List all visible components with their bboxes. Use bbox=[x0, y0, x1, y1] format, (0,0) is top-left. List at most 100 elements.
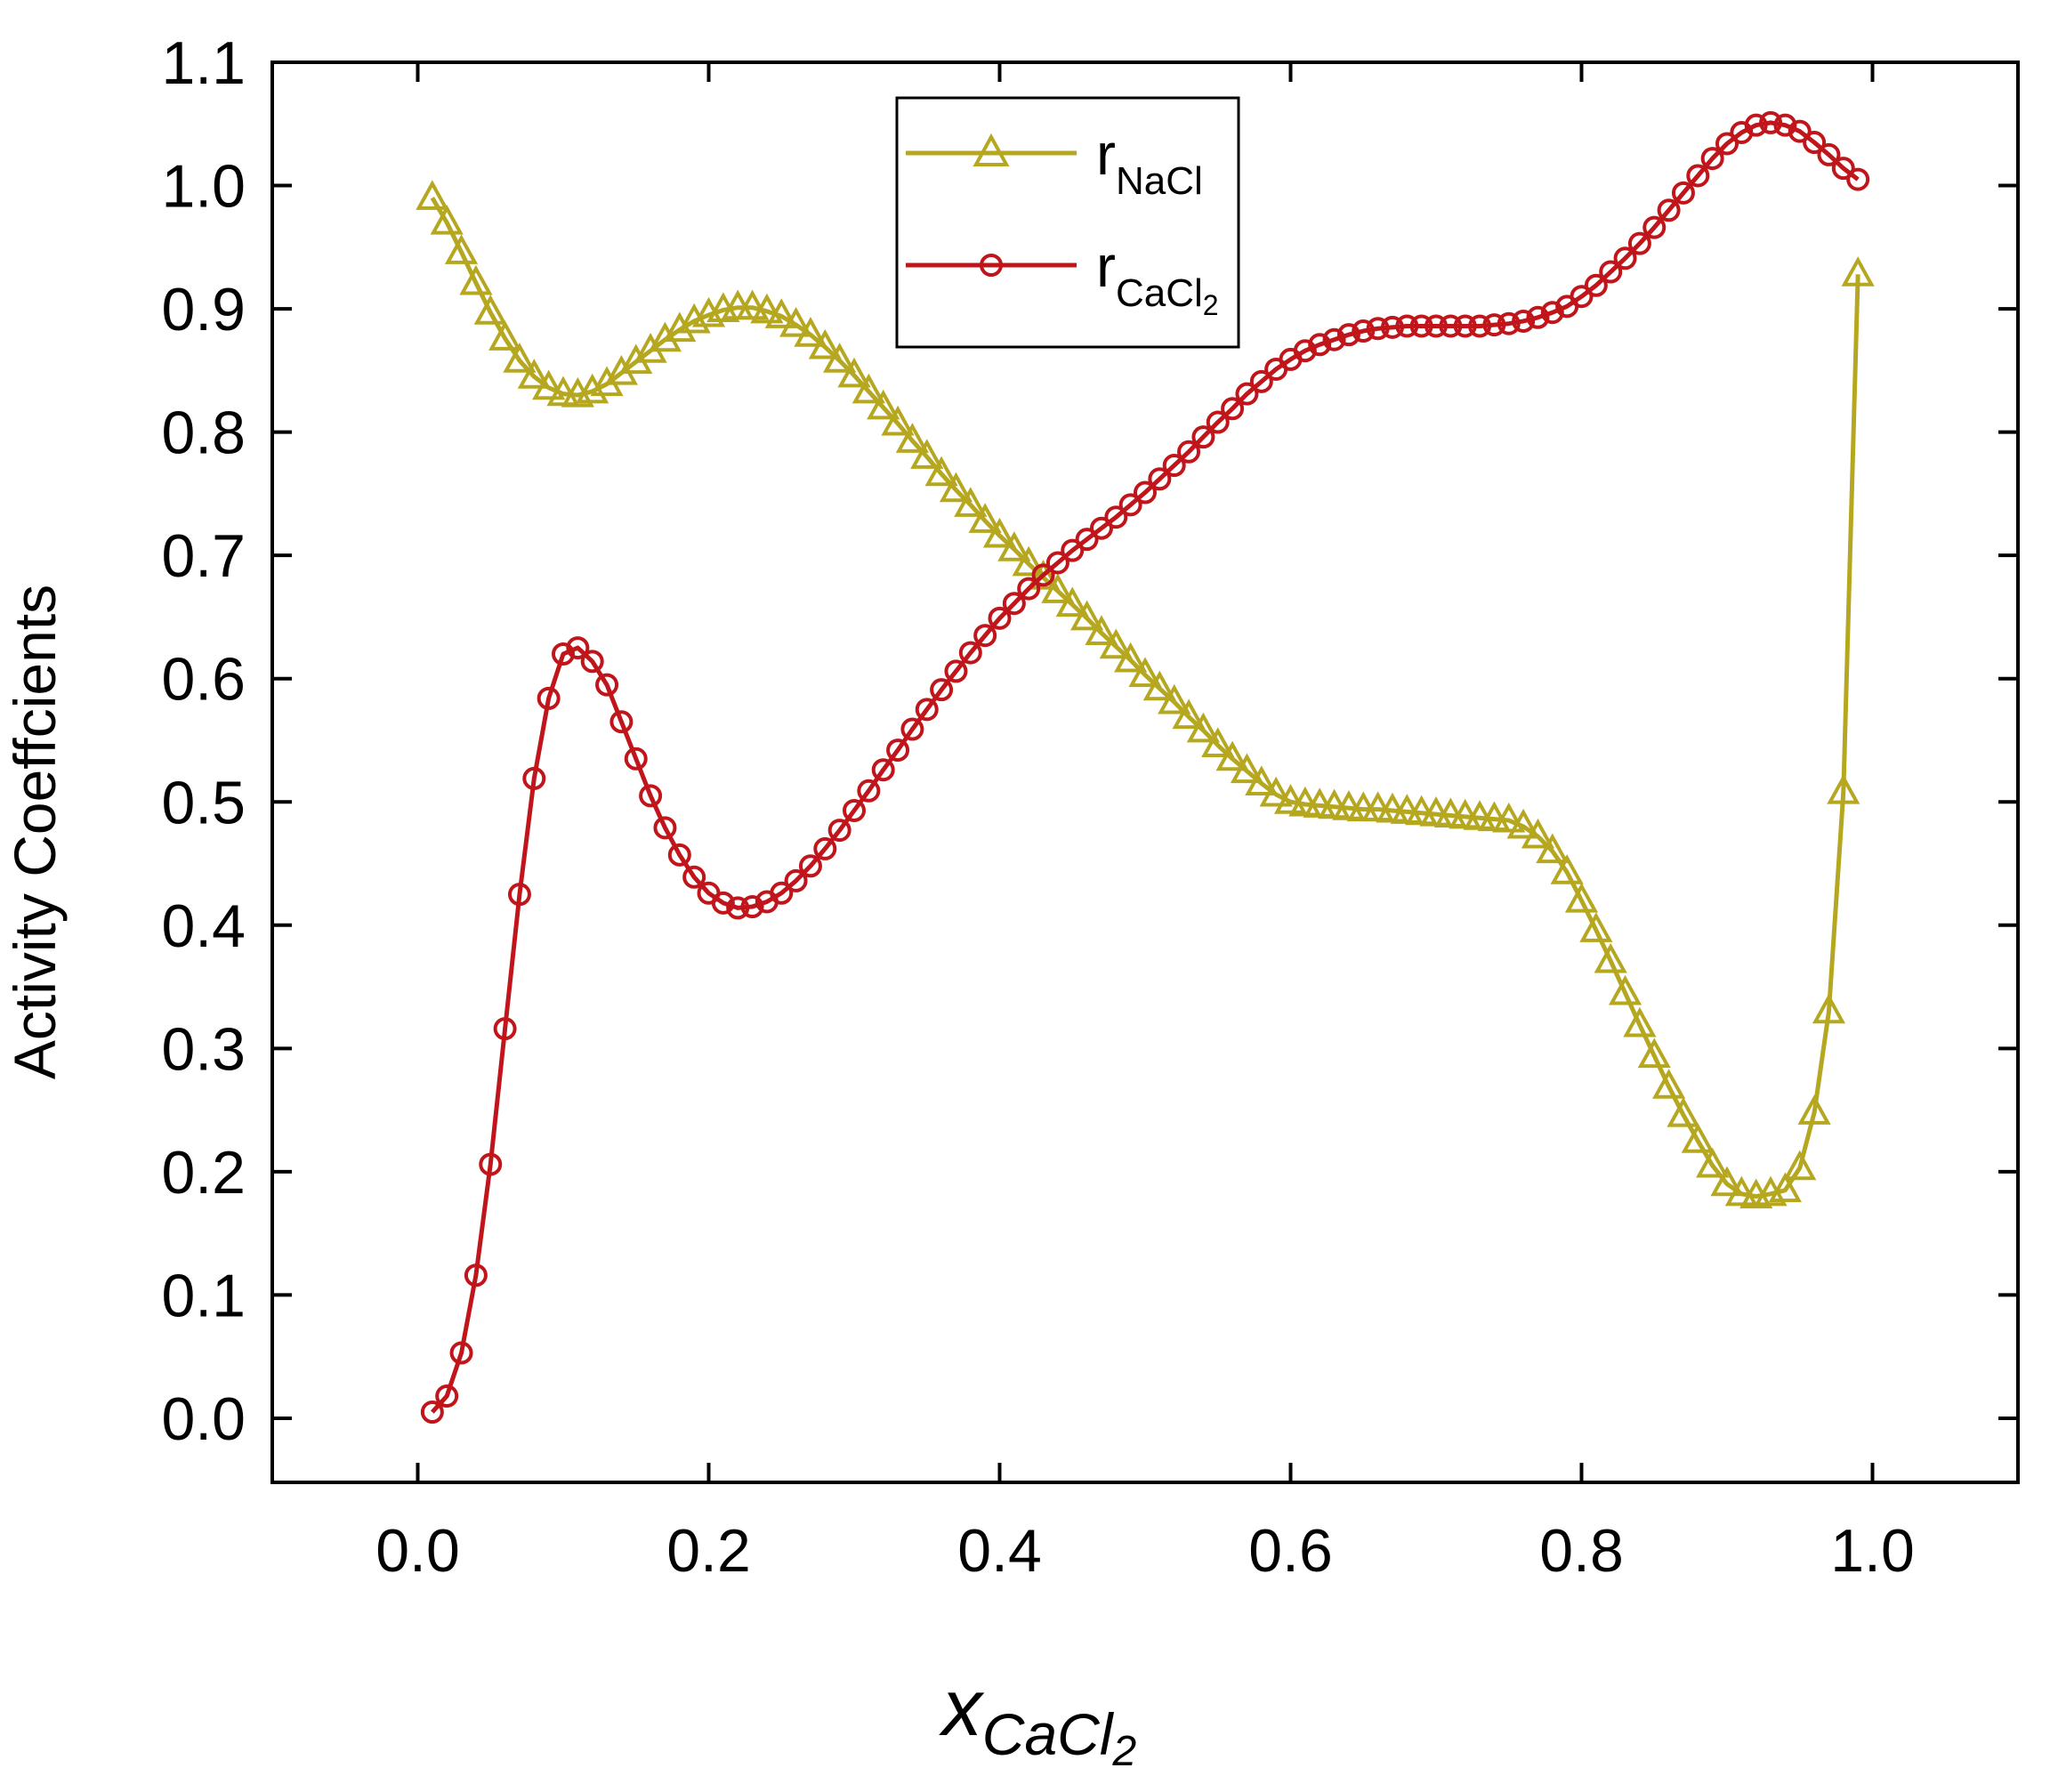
data-point bbox=[1724, 1175, 1758, 1207]
data-point bbox=[1186, 712, 1220, 743]
data-point bbox=[1803, 131, 1827, 155]
data-point bbox=[449, 1341, 473, 1365]
data-point bbox=[430, 204, 464, 235]
legend-marker-cacl2 bbox=[980, 254, 1003, 277]
data-point bbox=[968, 503, 1002, 533]
data-point bbox=[639, 784, 663, 808]
data-point bbox=[677, 303, 711, 334]
legend-box bbox=[895, 96, 1240, 349]
legend-label-nacl: rNaCl bbox=[1096, 121, 1203, 203]
data-point bbox=[493, 1017, 517, 1041]
data-point bbox=[522, 766, 546, 790]
data-point bbox=[1012, 545, 1045, 577]
data-point bbox=[1026, 559, 1061, 590]
data-point bbox=[1700, 147, 1724, 171]
data-point bbox=[1536, 833, 1570, 864]
data-point bbox=[813, 836, 837, 860]
data-point bbox=[794, 317, 827, 347]
data-point bbox=[1715, 132, 1739, 156]
data-point bbox=[503, 343, 537, 373]
y-tick-label: 0.4 bbox=[161, 892, 246, 960]
data-point bbox=[1322, 327, 1346, 351]
data-point bbox=[939, 472, 973, 503]
data-point bbox=[1570, 285, 1594, 309]
data-point bbox=[1482, 313, 1506, 337]
data-point bbox=[1118, 493, 1142, 517]
data-point bbox=[648, 321, 682, 352]
data-point bbox=[1768, 1172, 1802, 1203]
data-point bbox=[1045, 551, 1069, 575]
data-point bbox=[473, 295, 507, 325]
data-point bbox=[1841, 256, 1875, 287]
data-point bbox=[420, 1401, 444, 1425]
data-point bbox=[1594, 942, 1627, 973]
data-point bbox=[982, 517, 1017, 548]
legend-label-cacl2-main: r bbox=[1096, 233, 1116, 299]
data-point bbox=[1506, 808, 1540, 839]
data-point bbox=[1579, 912, 1613, 942]
data-point bbox=[924, 456, 958, 487]
data-point bbox=[910, 439, 944, 469]
data-point bbox=[459, 264, 493, 295]
data-point bbox=[1017, 577, 1041, 601]
series-cacl2 bbox=[420, 110, 1870, 1425]
data-point bbox=[808, 328, 842, 359]
data-point bbox=[1293, 339, 1317, 363]
data-point bbox=[1846, 167, 1870, 191]
data-point bbox=[1308, 333, 1332, 357]
legend-label-cacl2: rCaCl2 bbox=[1096, 233, 1219, 321]
data-point bbox=[726, 896, 750, 920]
x-tick-label: 0.4 bbox=[957, 1517, 1042, 1585]
data-point bbox=[1686, 164, 1710, 188]
data-point bbox=[1114, 642, 1148, 673]
data-point bbox=[1681, 1123, 1715, 1153]
data-point bbox=[837, 357, 871, 388]
data-point bbox=[798, 854, 822, 878]
data-point bbox=[1550, 854, 1584, 884]
y-tick-label: 0.1 bbox=[161, 1262, 246, 1329]
data-point bbox=[1128, 657, 1162, 688]
data-point bbox=[444, 234, 479, 264]
plot-frame bbox=[270, 61, 2020, 1484]
data-point bbox=[1831, 157, 1855, 181]
data-point bbox=[871, 758, 895, 782]
data-point bbox=[1608, 974, 1642, 1005]
data-point bbox=[1797, 1094, 1831, 1125]
data-point bbox=[1439, 314, 1463, 338]
data-point bbox=[1221, 397, 1245, 421]
legend-label-nacl-main: r bbox=[1096, 121, 1116, 187]
x-axis-title-subscript: CaCl bbox=[982, 1701, 1115, 1767]
data-point bbox=[517, 359, 551, 389]
data-point bbox=[1526, 305, 1550, 329]
data-point bbox=[1041, 573, 1075, 603]
data-point bbox=[609, 710, 634, 734]
data-point bbox=[1584, 273, 1608, 297]
data-point bbox=[988, 606, 1012, 630]
data-point bbox=[1336, 323, 1360, 347]
data-point bbox=[770, 881, 794, 905]
data-point bbox=[416, 180, 449, 210]
x-axis-title-main: x bbox=[939, 1664, 985, 1753]
data-point bbox=[488, 320, 522, 351]
data-point bbox=[1827, 774, 1860, 804]
data-point bbox=[1783, 1150, 1817, 1181]
x-tick-label: 0.2 bbox=[666, 1517, 751, 1585]
data-point bbox=[1177, 440, 1201, 464]
data-point bbox=[663, 311, 697, 343]
data-point bbox=[1710, 1166, 1744, 1197]
data-point bbox=[740, 895, 764, 919]
data-point bbox=[1206, 410, 1230, 434]
data-point bbox=[507, 883, 531, 907]
data-point bbox=[954, 487, 988, 517]
data-point bbox=[1599, 260, 1623, 284]
data-point bbox=[1249, 369, 1273, 393]
data-point bbox=[532, 369, 566, 400]
data-point bbox=[1259, 776, 1293, 807]
data-point bbox=[997, 531, 1031, 561]
data-point bbox=[764, 298, 798, 328]
data-point bbox=[1089, 516, 1113, 540]
data-point bbox=[1453, 314, 1477, 338]
data-point bbox=[1759, 110, 1783, 134]
data-point bbox=[1366, 317, 1390, 341]
